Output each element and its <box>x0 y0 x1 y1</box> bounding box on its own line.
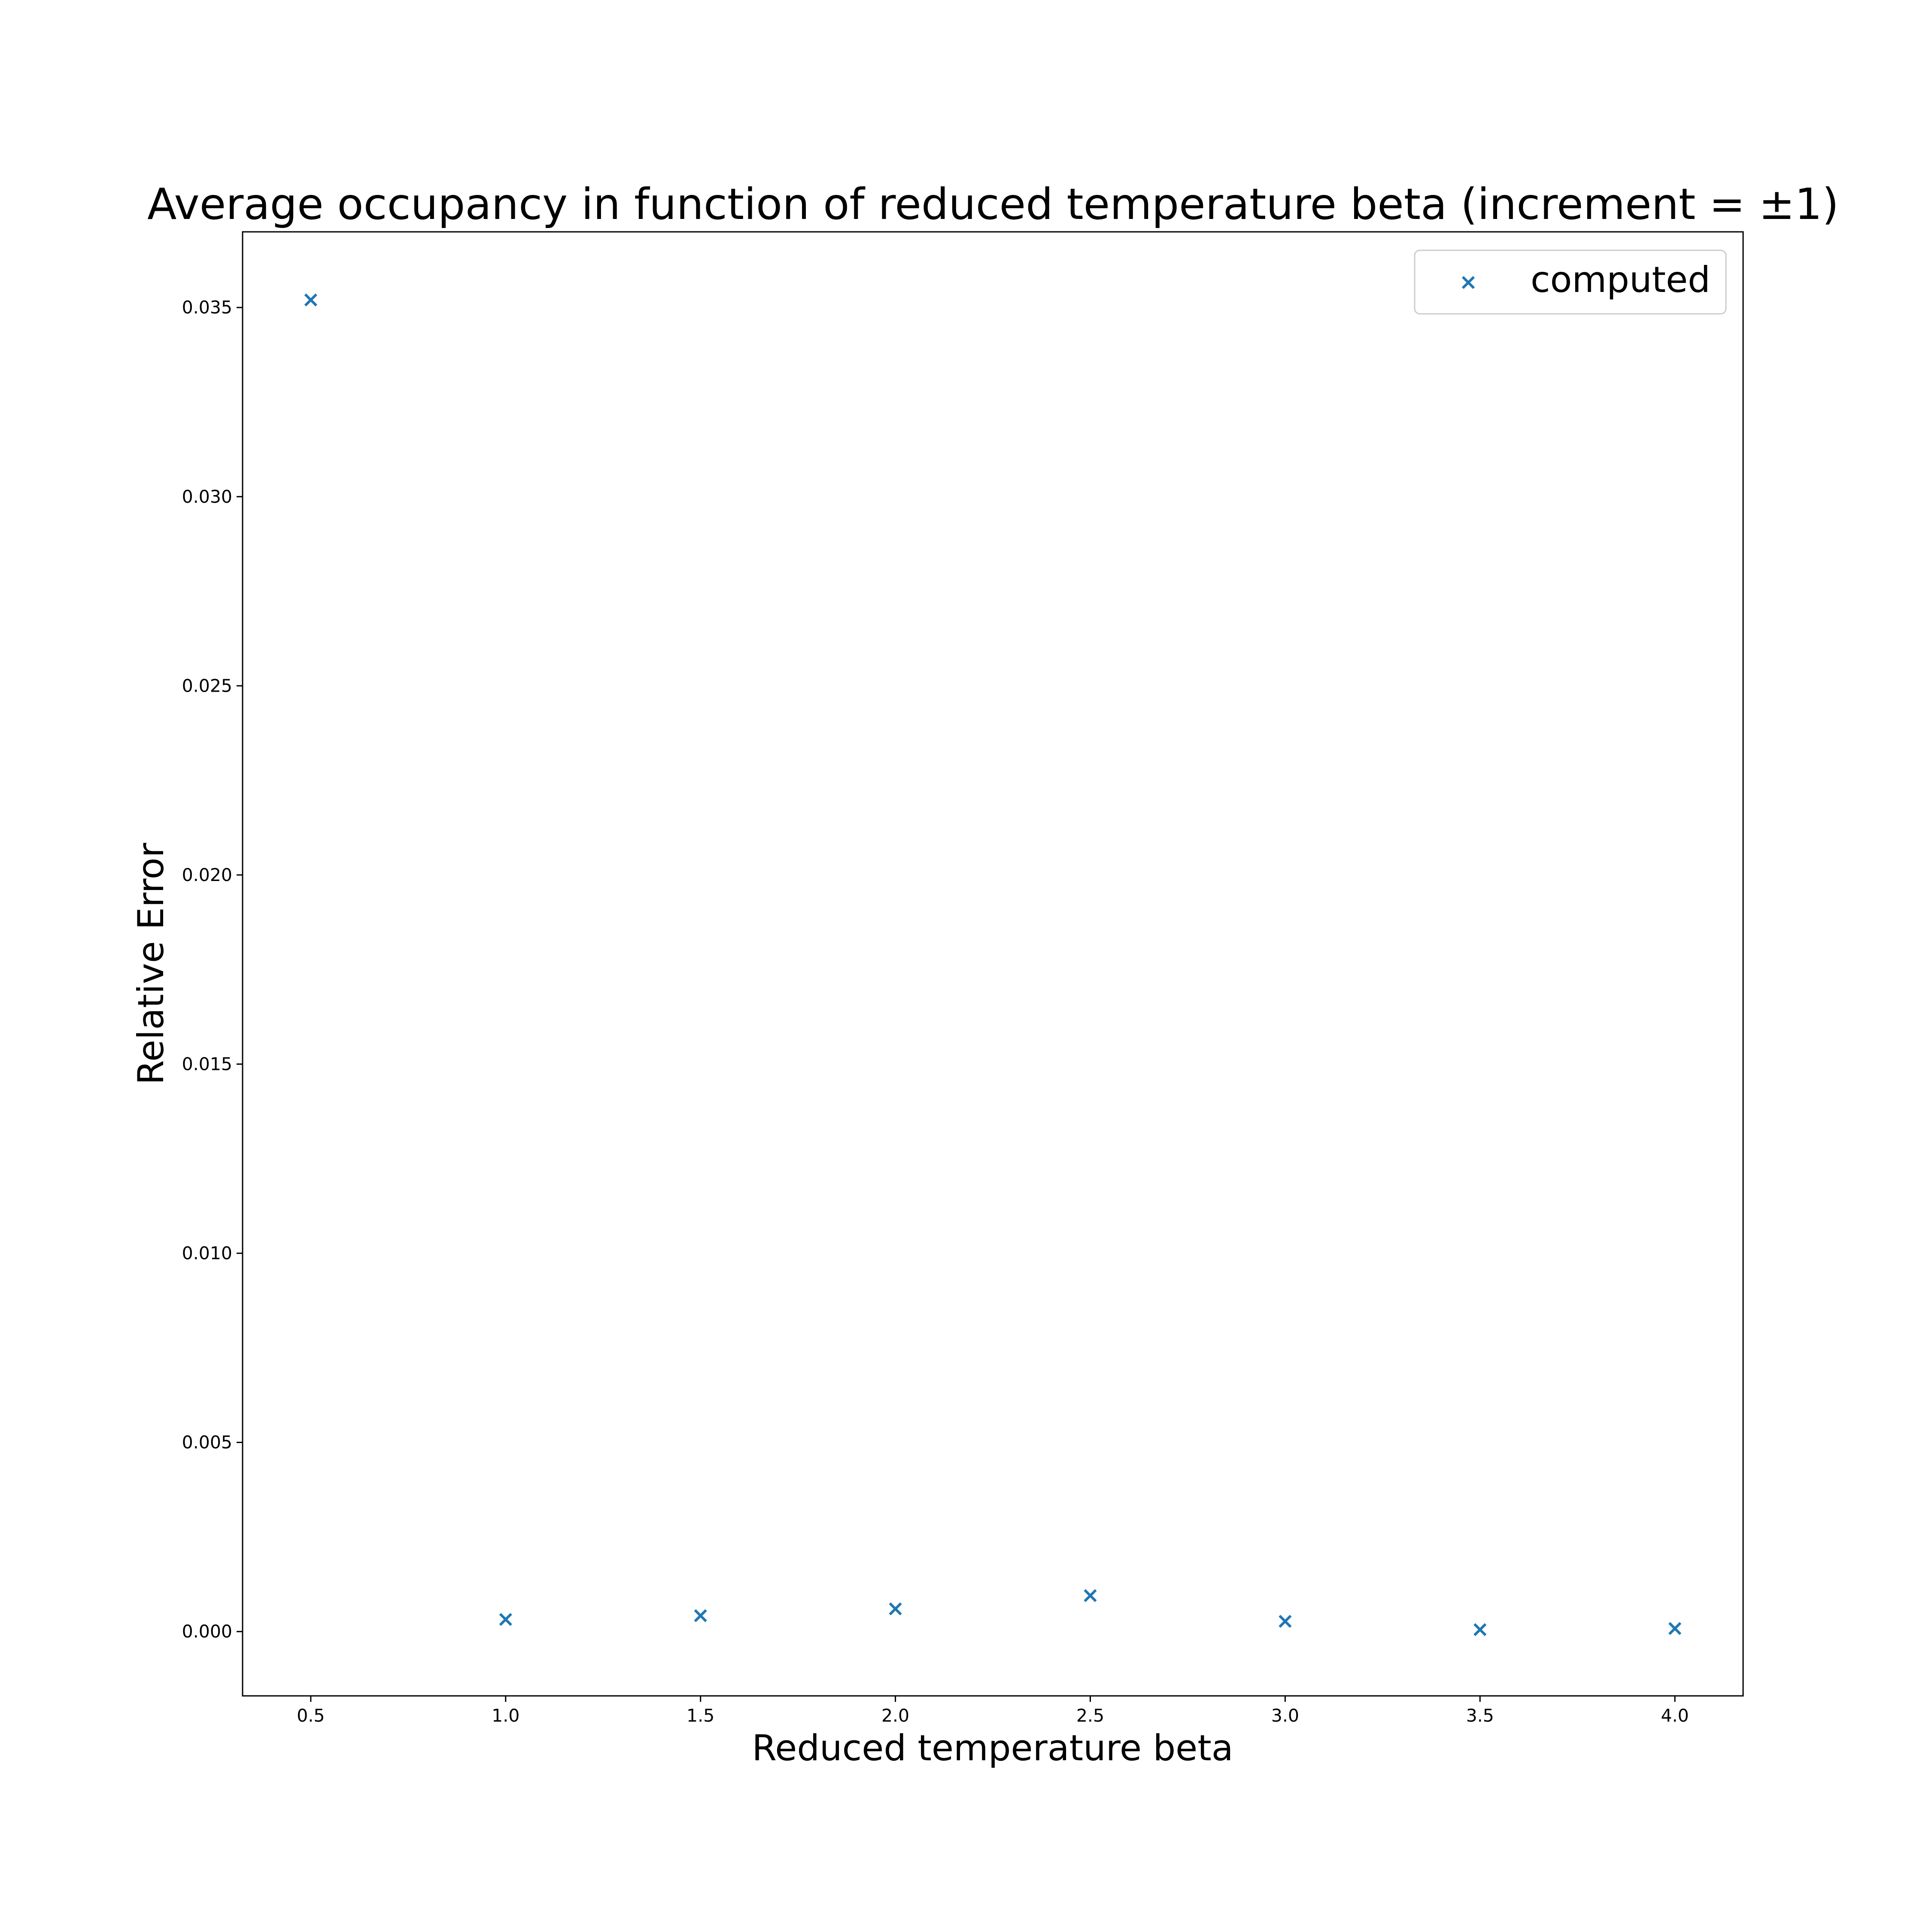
legend-box <box>1414 249 1727 315</box>
marker-stroke <box>1461 276 1475 289</box>
y-tick-label: 0.010 <box>182 1243 232 1264</box>
data-point <box>304 293 317 307</box>
legend: computed <box>1414 249 1727 315</box>
x-tick-label: 1.5 <box>687 1705 714 1726</box>
marker-stroke <box>499 1613 512 1626</box>
y-tick-label: 0.030 <box>182 486 232 507</box>
data-point <box>1084 1589 1097 1602</box>
marker-stroke <box>694 1609 707 1622</box>
data-point <box>694 1609 707 1622</box>
marker-stroke <box>1084 1589 1097 1602</box>
x-tick-label: 2.5 <box>1076 1705 1104 1726</box>
y-tick-label: 0.020 <box>182 865 232 885</box>
data-point <box>499 1613 512 1626</box>
x-tick-label: 3.5 <box>1466 1705 1494 1726</box>
y-tick-label: 0.025 <box>182 675 232 696</box>
data-point <box>1668 1622 1682 1635</box>
legend-marker-x-icon <box>1461 276 1475 289</box>
x-axis-ticks: 0.5 1.0 1.5 2.0 2.5 3.0 3.5 4.0 <box>297 1696 1689 1726</box>
data-point <box>1473 1623 1487 1636</box>
marker-stroke <box>1473 1623 1487 1636</box>
chart-title: Average occupancy in function of reduced… <box>147 179 1839 229</box>
plot-area: 0.5 1.0 1.5 2.0 2.5 3.0 3.5 4.0 0.000 0.005 0.010… <box>182 231 1744 1726</box>
plot-frame <box>242 231 1744 1697</box>
y-tick-label: 0.000 <box>182 1621 232 1642</box>
data-point <box>1279 1615 1292 1628</box>
x-tick-label: 3.0 <box>1271 1705 1299 1726</box>
y-tick-label: 0.015 <box>182 1054 232 1075</box>
x-tick-label: 4.0 <box>1661 1705 1689 1726</box>
marker-stroke <box>304 293 317 307</box>
x-tick-label: 2.0 <box>881 1705 909 1726</box>
x-tick-label: 1.0 <box>492 1705 519 1726</box>
legend-label-computed: computed <box>1531 259 1710 301</box>
x-axis-label: Reduced temperature beta <box>752 1727 1233 1769</box>
y-axis-ticks: 0.000 0.005 0.010 0.015 0.020 0.025 0.030 0.035 <box>182 297 243 1642</box>
marker-stroke <box>1668 1622 1682 1635</box>
legend-marker <box>1461 276 1475 289</box>
y-tick-label: 0.005 <box>182 1432 232 1453</box>
y-tick-label: 0.035 <box>182 297 232 318</box>
marker-stroke <box>889 1602 902 1616</box>
data-point <box>889 1602 902 1616</box>
marker-stroke <box>1279 1615 1292 1628</box>
data-points <box>304 293 1682 1636</box>
x-tick-label: 0.5 <box>297 1705 325 1726</box>
y-axis-label: Relative Error <box>130 842 172 1084</box>
